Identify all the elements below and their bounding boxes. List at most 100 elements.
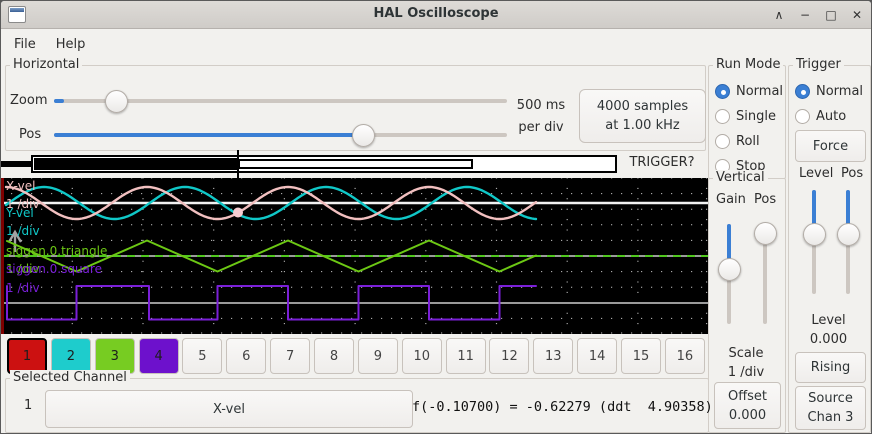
run-mode-option-label: Roll xyxy=(736,134,760,149)
siggen-0-square-wave xyxy=(6,285,537,321)
vertical-pos-label: Pos xyxy=(754,192,777,207)
maximize-button[interactable]: □ xyxy=(825,7,837,22)
run-mode-option-single[interactable]: Single xyxy=(709,104,785,129)
channel-button-3[interactable]: 3 xyxy=(94,338,135,374)
scope-display[interactable]: X-vel 1 /div Y-vel 1 /div siggen.0.triangle 1… xyxy=(1,177,708,334)
edge-button[interactable]: Rising xyxy=(795,352,866,383)
trigger-position-arrow-icon xyxy=(7,229,23,252)
shade-button[interactable]: ∧ xyxy=(774,7,784,22)
channel-button-9[interactable]: 9 xyxy=(357,338,398,374)
record-bar-cursor[interactable] xyxy=(237,150,239,178)
radio-unselected-icon[interactable] xyxy=(715,134,730,149)
channel-button-row: 1 2 3 4 5 6 7 8 9 10 11 12 13 14 15 16 xyxy=(7,338,705,374)
slider-handle[interactable] xyxy=(352,124,375,147)
menubar: File Help xyxy=(1,29,871,59)
siggen-0-triangle-wave xyxy=(6,239,537,273)
trigger-level-label: Level xyxy=(799,166,834,181)
slider-handle[interactable] xyxy=(837,223,860,246)
trigger-legend: Trigger xyxy=(793,57,844,72)
trigger-mode-option-normal[interactable]: Normal xyxy=(789,79,870,104)
slider-handle[interactable] xyxy=(718,258,741,281)
selected-channel-edge-strip xyxy=(1,178,4,334)
samples-line1: 4000 samples xyxy=(596,99,689,114)
selected-channel-legend: Selected Channel xyxy=(10,370,130,385)
channel-source-label: X-vel xyxy=(213,401,245,417)
channel-button-15[interactable]: 15 xyxy=(621,338,662,374)
source-button-line1: Source xyxy=(808,391,853,406)
vertical-gain-slider[interactable] xyxy=(718,224,741,324)
samples-line2: at 1.00 kHz xyxy=(605,118,680,133)
level-caption: Level xyxy=(811,313,846,328)
force-button[interactable]: Force xyxy=(795,130,866,162)
window-icon xyxy=(8,6,26,23)
run-mode-option-roll[interactable]: Roll xyxy=(709,129,785,154)
offset-button-line1: Offset xyxy=(727,388,768,404)
samples-rate-button[interactable]: 4000 samples at 1.00 kHz xyxy=(579,89,706,143)
channel-button-16[interactable]: 16 xyxy=(664,338,705,374)
menu-file[interactable]: File xyxy=(14,36,36,52)
horizontal-frame-legend: Horizontal xyxy=(10,57,83,72)
scale-caption: Scale xyxy=(728,346,764,361)
radio-selected-icon[interactable] xyxy=(715,84,730,99)
trigger-mode-option-auto[interactable]: Auto xyxy=(789,104,870,129)
run-mode-frame: Run Mode Normal Single Roll Stop xyxy=(708,57,786,179)
force-button-label: Force xyxy=(812,138,849,154)
channel-button-2[interactable]: 2 xyxy=(50,338,91,374)
scope-canvas xyxy=(1,177,708,334)
close-button[interactable]: ✕ xyxy=(851,7,863,22)
channel-button-1[interactable]: 1 xyxy=(7,338,47,374)
slider-handle[interactable] xyxy=(803,223,826,246)
record-bar-view-window xyxy=(238,159,473,169)
menu-help[interactable]: Help xyxy=(55,36,86,52)
level-value: 0.000 xyxy=(809,332,848,347)
offset-button[interactable]: Offset 0.000 xyxy=(714,382,781,429)
slider-track[interactable] xyxy=(54,99,507,103)
window-controls: ∧ − □ ✕ xyxy=(771,1,865,28)
run-mode-option-label: Normal xyxy=(736,84,784,99)
slider-handle[interactable] xyxy=(105,90,128,113)
minimize-button[interactable]: − xyxy=(799,7,811,22)
zoom-label: Zoom xyxy=(10,93,48,108)
selected-sample-marker xyxy=(233,207,243,218)
rate-per-div-line1: 500 ms xyxy=(516,98,566,113)
scope-label-siggen-0-square: siggen.0.square xyxy=(6,262,102,276)
rate-per-div-line2: per div xyxy=(518,120,564,135)
channel-button-8[interactable]: 8 xyxy=(314,338,355,374)
channel-button-11[interactable]: 11 xyxy=(445,338,486,374)
channel-button-12[interactable]: 12 xyxy=(489,338,530,374)
trigger-level-slider[interactable] xyxy=(803,190,826,294)
channel-button-10[interactable]: 10 xyxy=(401,338,442,374)
vertical-pos-slider[interactable] xyxy=(754,222,777,324)
radio-unselected-icon[interactable] xyxy=(715,109,730,124)
channel-button-14[interactable]: 14 xyxy=(577,338,618,374)
source-button[interactable]: Source Chan 3 xyxy=(795,386,866,430)
slider-fill xyxy=(812,190,816,233)
slider-fill xyxy=(54,133,354,137)
channel-source-button[interactable]: X-vel xyxy=(45,390,413,428)
slider-handle[interactable] xyxy=(754,222,777,245)
channel-button-13[interactable]: 13 xyxy=(533,338,574,374)
scope-label-x-vel: X-vel xyxy=(6,179,36,193)
record-bar-filled xyxy=(34,158,238,170)
zoom-slider[interactable] xyxy=(54,90,507,113)
slider-track[interactable] xyxy=(763,224,767,324)
radio-unselected-icon[interactable] xyxy=(795,109,810,124)
channel-button-5[interactable]: 5 xyxy=(182,338,223,374)
titlebar: HAL Oscilloscope ∧ − □ ✕ xyxy=(1,1,871,29)
scope-label-1-div: 1 /div xyxy=(6,262,40,276)
record-bar-stub xyxy=(1,161,32,167)
trigger-pos-label: Pos xyxy=(841,166,864,181)
gain-label: Gain xyxy=(716,192,746,207)
channel-button-6[interactable]: 6 xyxy=(226,338,267,374)
channel-button-4[interactable]: 4 xyxy=(138,338,179,374)
trigger-pos-slider[interactable] xyxy=(837,190,860,294)
run-mode-option-normal[interactable]: Normal xyxy=(709,79,785,104)
channel-value-readout: f(-0.10700) = -0.62279 (ddt 4.90358) xyxy=(412,399,713,415)
record-progress-bar: TRIGGER? xyxy=(1,150,708,178)
radio-selected-icon[interactable] xyxy=(795,84,810,99)
source-button-line2: Chan 3 xyxy=(807,410,854,425)
scope-label-y-vel: Y-vel xyxy=(6,206,34,220)
channel-button-7[interactable]: 7 xyxy=(270,338,311,374)
horizontal-pos-slider[interactable] xyxy=(54,124,507,147)
